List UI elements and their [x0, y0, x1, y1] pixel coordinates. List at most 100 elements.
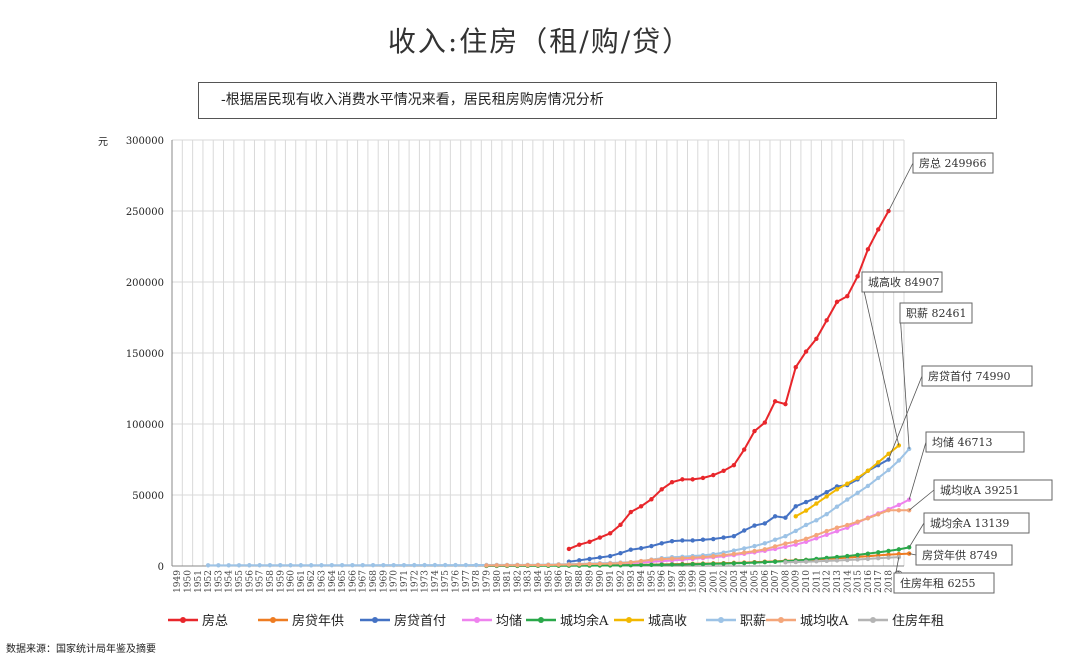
x-tick-label: 1977	[462, 570, 472, 593]
data-point	[298, 563, 304, 568]
x-tick-label: 1966	[348, 570, 358, 593]
data-point	[607, 561, 613, 566]
callout-box	[893, 572, 995, 594]
legend-marker	[626, 617, 632, 623]
legend-marker	[372, 617, 378, 623]
data-point	[731, 533, 737, 539]
x-tick-label: 2001	[709, 570, 719, 593]
data-point	[607, 553, 613, 559]
data-point	[845, 294, 850, 299]
data-point	[803, 349, 809, 354]
grid-lines	[171, 139, 905, 567]
data-point	[649, 497, 654, 502]
x-tick-label: 1981	[503, 570, 513, 593]
callout-label: 均储 46713	[932, 435, 993, 449]
callout-label: 职薪 82461	[906, 307, 967, 320]
x-tick-label: 2009	[792, 570, 802, 593]
x-tick-label: 1997	[668, 570, 678, 593]
x-tick-label: 1975	[441, 570, 451, 593]
data-point	[824, 511, 829, 517]
series-line	[568, 210, 890, 550]
callout-box	[933, 479, 1053, 501]
data-point	[577, 558, 582, 563]
data-point	[803, 536, 809, 542]
data-point	[247, 563, 252, 568]
callout-label: 城均余A 13139	[930, 516, 1009, 530]
data-point	[566, 546, 572, 552]
x-tick-label: 1995	[647, 570, 657, 593]
x-tick-label: 2012	[823, 570, 833, 593]
data-point	[896, 502, 902, 508]
data-point	[824, 532, 829, 537]
data-point	[391, 562, 396, 568]
analysis-note: -根据居民现有收入消费水平情况来看，居民租房购房情况分析	[198, 82, 997, 119]
x-tick-label: 2008	[781, 570, 791, 593]
x-tick-label: 2018	[885, 570, 895, 593]
data-point	[814, 536, 819, 541]
data-point	[772, 544, 778, 549]
data-point	[865, 516, 871, 521]
data-point	[762, 420, 768, 425]
data-point	[669, 538, 675, 544]
x-tick-label: 1991	[606, 570, 616, 593]
data-point	[690, 538, 695, 543]
data-point	[484, 563, 489, 568]
data-point	[731, 561, 737, 566]
legend-marker	[270, 617, 276, 623]
callout-leader	[888, 162, 914, 212]
data-point	[690, 562, 695, 567]
x-tick-label: 1950	[183, 570, 193, 593]
x-tick-label: 1951	[194, 570, 204, 593]
callout-label: 房贷首付 74990	[928, 369, 1011, 383]
data-point	[700, 561, 706, 567]
data-point	[886, 508, 891, 513]
x-tick-label: 1969	[379, 570, 389, 593]
data-point	[865, 551, 871, 556]
data-point	[607, 531, 613, 536]
data-point	[587, 556, 592, 562]
data-point	[783, 541, 788, 546]
callout-leader	[908, 522, 925, 548]
data-point	[381, 562, 386, 568]
data-point	[525, 562, 530, 568]
x-tick-label: 1971	[400, 570, 410, 593]
data-point	[876, 475, 881, 481]
x-tick-label: 1988	[575, 570, 585, 593]
data-point	[793, 514, 798, 519]
data-point	[783, 401, 788, 407]
data-point	[649, 543, 654, 549]
series-lines	[205, 208, 912, 569]
data-point	[824, 558, 829, 564]
data-point	[463, 562, 469, 568]
data-point	[649, 562, 654, 568]
data-point	[762, 541, 768, 546]
x-tick-label: 1959	[276, 570, 286, 593]
data-point	[494, 563, 499, 568]
data-point	[721, 468, 726, 474]
x-tick-label: 1993	[627, 570, 637, 593]
data-point	[855, 274, 860, 279]
x-tick-label: 1970	[390, 570, 400, 593]
data-point	[638, 558, 644, 564]
data-point	[587, 561, 592, 567]
data-point	[628, 509, 633, 515]
legend-marker	[778, 617, 784, 623]
data-point	[845, 497, 850, 502]
data-point	[772, 514, 778, 519]
data-point	[783, 533, 788, 539]
data-point	[711, 554, 716, 559]
legend-marker	[538, 617, 544, 623]
x-tick-label: 1994	[637, 570, 647, 593]
data-point	[690, 555, 695, 560]
data-point	[793, 539, 798, 544]
y-tick-label: 150000	[126, 349, 164, 360]
data-point	[618, 551, 623, 556]
data-point	[638, 562, 644, 568]
data-point	[834, 504, 840, 509]
data-point	[288, 563, 293, 568]
x-tick-labels: 1949 1950 1951 1952 1953 1954 1955 1956 1957 1958…	[173, 570, 905, 593]
data-point	[741, 528, 747, 533]
callout-box	[899, 302, 973, 324]
data-point	[680, 556, 685, 561]
x-tick-label: 1961	[297, 570, 307, 593]
